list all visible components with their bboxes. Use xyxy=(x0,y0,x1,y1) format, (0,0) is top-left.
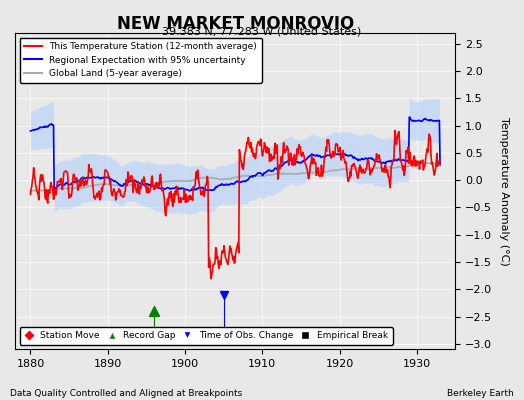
Title: NEW MARKET MONROVIO: NEW MARKET MONROVIO xyxy=(117,15,354,33)
Regional Expectation with 95% uncertainty xyxy=(66,182,72,187)
Line: This Temperature Station (12-month average): This Temperature Station (12-month avera… xyxy=(30,130,440,279)
Global Land (5-year average) xyxy=(151,182,158,186)
Global Land (5-year average) xyxy=(268,172,274,177)
Line: Regional Expectation with 95% uncertainty: Regional Expectation with 95% uncertaint… xyxy=(30,117,440,191)
This Temperature Station (12-month average) xyxy=(208,276,214,281)
Legend: Station Move, Record Gap, Time of Obs. Change, Empirical Break: Station Move, Record Gap, Time of Obs. C… xyxy=(19,327,392,345)
Global Land (5-year average) xyxy=(437,162,443,166)
Line: Global Land (5-year average): Global Land (5-year average) xyxy=(30,163,440,191)
Regional Expectation with 95% uncertainty xyxy=(268,169,274,174)
Global Land (5-year average) xyxy=(27,188,34,193)
Global Land (5-year average) xyxy=(39,188,46,193)
This Temperature Station (12-month average) xyxy=(437,163,443,168)
Global Land (5-year average) xyxy=(421,160,428,165)
Y-axis label: Temperature Anomaly (°C): Temperature Anomaly (°C) xyxy=(499,117,509,266)
This Temperature Station (12-month average) xyxy=(151,187,157,192)
Regional Expectation with 95% uncertainty xyxy=(27,128,34,133)
Regional Expectation with 95% uncertainty xyxy=(145,182,151,186)
This Temperature Station (12-month average) xyxy=(392,128,398,133)
Regional Expectation with 95% uncertainty xyxy=(186,188,192,193)
This Temperature Station (12-month average) xyxy=(328,152,334,157)
This Temperature Station (12-month average) xyxy=(66,196,72,200)
This Temperature Station (12-month average) xyxy=(27,192,34,197)
Global Land (5-year average) xyxy=(145,182,151,187)
Regional Expectation with 95% uncertainty xyxy=(328,152,334,157)
Global Land (5-year average) xyxy=(42,188,49,193)
Global Land (5-year average) xyxy=(328,168,334,173)
This Temperature Station (12-month average) xyxy=(39,172,46,177)
Text: Berkeley Earth: Berkeley Earth xyxy=(447,389,514,398)
Regional Expectation with 95% uncertainty xyxy=(406,115,412,120)
Regional Expectation with 95% uncertainty xyxy=(39,125,46,130)
Global Land (5-year average) xyxy=(67,186,73,191)
Text: Data Quality Controlled and Aligned at Breakpoints: Data Quality Controlled and Aligned at B… xyxy=(10,389,243,398)
Regional Expectation with 95% uncertainty xyxy=(151,184,157,189)
This Temperature Station (12-month average) xyxy=(145,185,151,190)
Regional Expectation with 95% uncertainty xyxy=(437,161,443,166)
Text: 39.383 N, 77.283 W (United States): 39.383 N, 77.283 W (United States) xyxy=(162,26,362,36)
This Temperature Station (12-month average) xyxy=(268,152,274,156)
